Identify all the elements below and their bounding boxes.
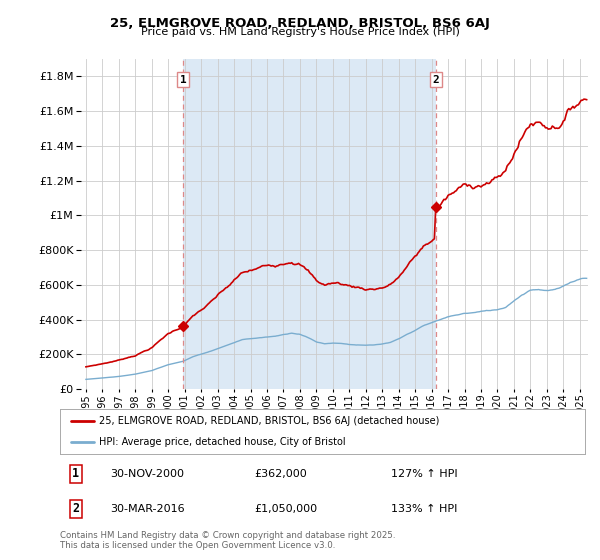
Bar [184, 59, 436, 389]
Text: 30-NOV-2000: 30-NOV-2000 [110, 469, 184, 479]
Text: 2: 2 [433, 74, 439, 85]
Text: 1: 1 [72, 468, 79, 480]
Text: Price paid vs. HM Land Registry's House Price Index (HPI): Price paid vs. HM Land Registry's House … [140, 27, 460, 37]
Text: 30-MAR-2016: 30-MAR-2016 [110, 504, 185, 514]
Text: HPI: Average price, detached house, City of Bristol: HPI: Average price, detached house, City… [100, 436, 346, 446]
Text: 1: 1 [180, 74, 187, 85]
Text: 25, ELMGROVE ROAD, REDLAND, BRISTOL, BS6 6AJ (detached house): 25, ELMGROVE ROAD, REDLAND, BRISTOL, BS6… [100, 416, 440, 426]
Text: Contains HM Land Registry data © Crown copyright and database right 2025.
This d: Contains HM Land Registry data © Crown c… [60, 531, 395, 550]
Text: 127% ↑ HPI: 127% ↑ HPI [391, 469, 457, 479]
Text: 133% ↑ HPI: 133% ↑ HPI [391, 504, 457, 514]
Text: £362,000: £362,000 [254, 469, 307, 479]
Text: 2: 2 [72, 502, 79, 515]
Text: 25, ELMGROVE ROAD, REDLAND, BRISTOL, BS6 6AJ: 25, ELMGROVE ROAD, REDLAND, BRISTOL, BS6… [110, 17, 490, 30]
Text: £1,050,000: £1,050,000 [254, 504, 317, 514]
